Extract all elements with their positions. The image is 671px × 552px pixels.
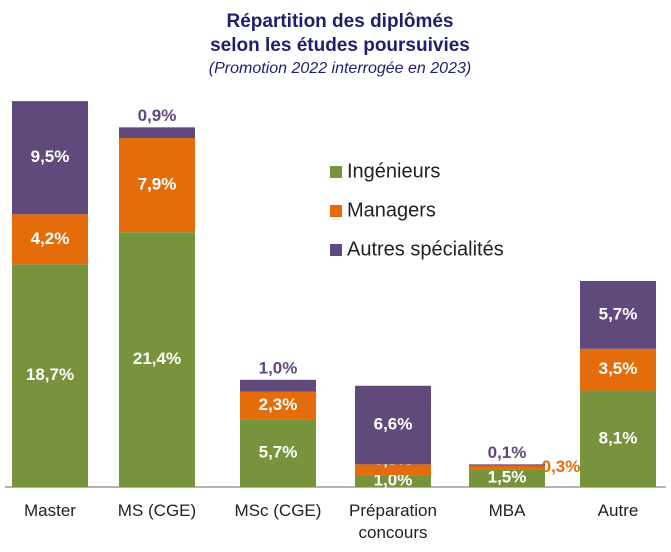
bar-segment [240, 379, 316, 392]
x-tick-label: MSc (CGE) [234, 501, 322, 520]
legend-label: Managers [347, 199, 436, 221]
chart-title: selon les études poursuivies [210, 35, 470, 56]
bar-segment [12, 264, 88, 487]
value-label: 1,5% [488, 468, 527, 487]
value-label: 5,7% [599, 304, 638, 323]
bar-segment [580, 348, 656, 391]
value-label: 18,7% [26, 365, 74, 384]
bar-segment [119, 127, 195, 139]
value-label: 0,3% [542, 457, 581, 476]
x-tick-label: Autre [597, 501, 639, 520]
chart-title: Répartition des diplômés [227, 11, 454, 32]
bar-segment [12, 101, 88, 215]
bar-segment [355, 475, 431, 487]
bar-segment [580, 390, 656, 487]
bar-segment [469, 469, 545, 487]
bar-segment [240, 391, 316, 420]
x-tick-label: MS (CGE) [117, 501, 197, 520]
value-label: 3,5% [599, 359, 638, 378]
value-label: 0,1% [488, 443, 527, 462]
bar-segment [355, 464, 431, 476]
x-tick-label: Master [24, 501, 76, 520]
x-tick-label: MBA [488, 501, 526, 520]
value-label: 0,9% [138, 106, 177, 125]
legend-swatch [330, 166, 342, 178]
bar-segment [12, 214, 88, 265]
value-label: 6,6% [374, 415, 413, 434]
value-label: 5,7% [259, 443, 298, 462]
bar-segment [469, 464, 545, 466]
value-label: 4,2% [31, 229, 70, 248]
value-label: 1,0% [259, 358, 298, 377]
bar-segment [580, 280, 656, 349]
x-tick-label: Préparation concours [349, 501, 437, 542]
legend-swatch [330, 244, 342, 256]
chart-subtitle: (Promotion 2022 interrogée en 2023) [209, 60, 471, 77]
value-label: 9,5% [31, 147, 70, 166]
value-label: 7,9% [138, 175, 177, 194]
bar-segment [469, 465, 545, 470]
value-label: 2,3% [259, 395, 298, 414]
value-label: 8,1% [599, 428, 638, 447]
bar-segment [119, 232, 195, 487]
legend-swatch [330, 205, 342, 217]
value-label: 21,4% [133, 349, 181, 368]
legend-label: Autres spécialités [347, 238, 504, 260]
legend-label: Ingénieurs [347, 160, 440, 182]
bar-segment [240, 419, 316, 487]
bar-segment [119, 138, 195, 233]
bar-segment [355, 385, 431, 465]
value-label: 1,0% [374, 471, 413, 490]
